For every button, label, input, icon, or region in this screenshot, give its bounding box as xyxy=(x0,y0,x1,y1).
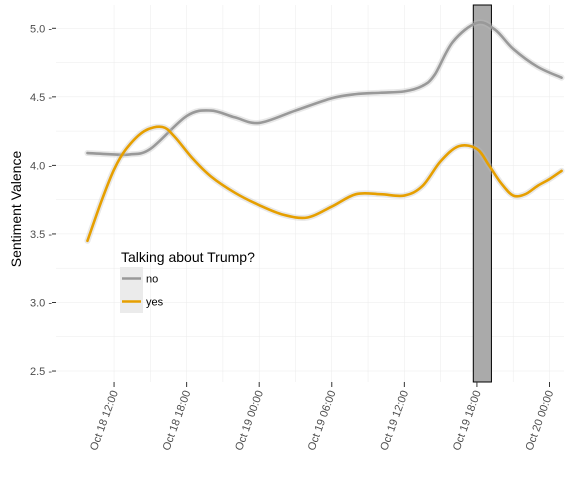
x-tick-label: Oct 20 00:00 xyxy=(523,389,556,452)
x-tick-label: Oct 19 00:00 xyxy=(233,389,266,452)
x-tick-label: Oct 19 06:00 xyxy=(306,389,339,452)
y-tick-label: 3.0 - xyxy=(30,297,52,309)
highlight-band-layer xyxy=(472,4,492,383)
series-layer xyxy=(84,19,565,244)
y-axis-title: Sentiment Valence xyxy=(8,151,24,268)
legend-label-yes: yes xyxy=(146,297,164,309)
series-line-yes xyxy=(86,125,563,243)
legend-label-no: no xyxy=(146,274,158,286)
legend: Talking about Trump? no yes xyxy=(120,249,255,313)
y-tick-label: 4.0 - xyxy=(30,160,52,172)
legend-items: no yes xyxy=(120,267,164,313)
y-tick-label: 5.0 - xyxy=(30,23,52,35)
x-tick-label: Oct 18 18:00 xyxy=(161,389,194,452)
y-tick-label: 4.5 - xyxy=(30,92,52,104)
series-line-no xyxy=(86,21,563,157)
legend-title: Talking about Trump? xyxy=(121,249,255,265)
x-tick-label: Oct 18 12:00 xyxy=(88,389,121,452)
y-tick-label: 3.5 - xyxy=(30,229,52,241)
highlight-band xyxy=(472,4,492,383)
x-tick-label: Oct 19 18:00 xyxy=(451,389,484,452)
x-tick-label: Oct 19 12:00 xyxy=(378,389,411,452)
y-tick-label: 2.5 - xyxy=(30,366,52,378)
